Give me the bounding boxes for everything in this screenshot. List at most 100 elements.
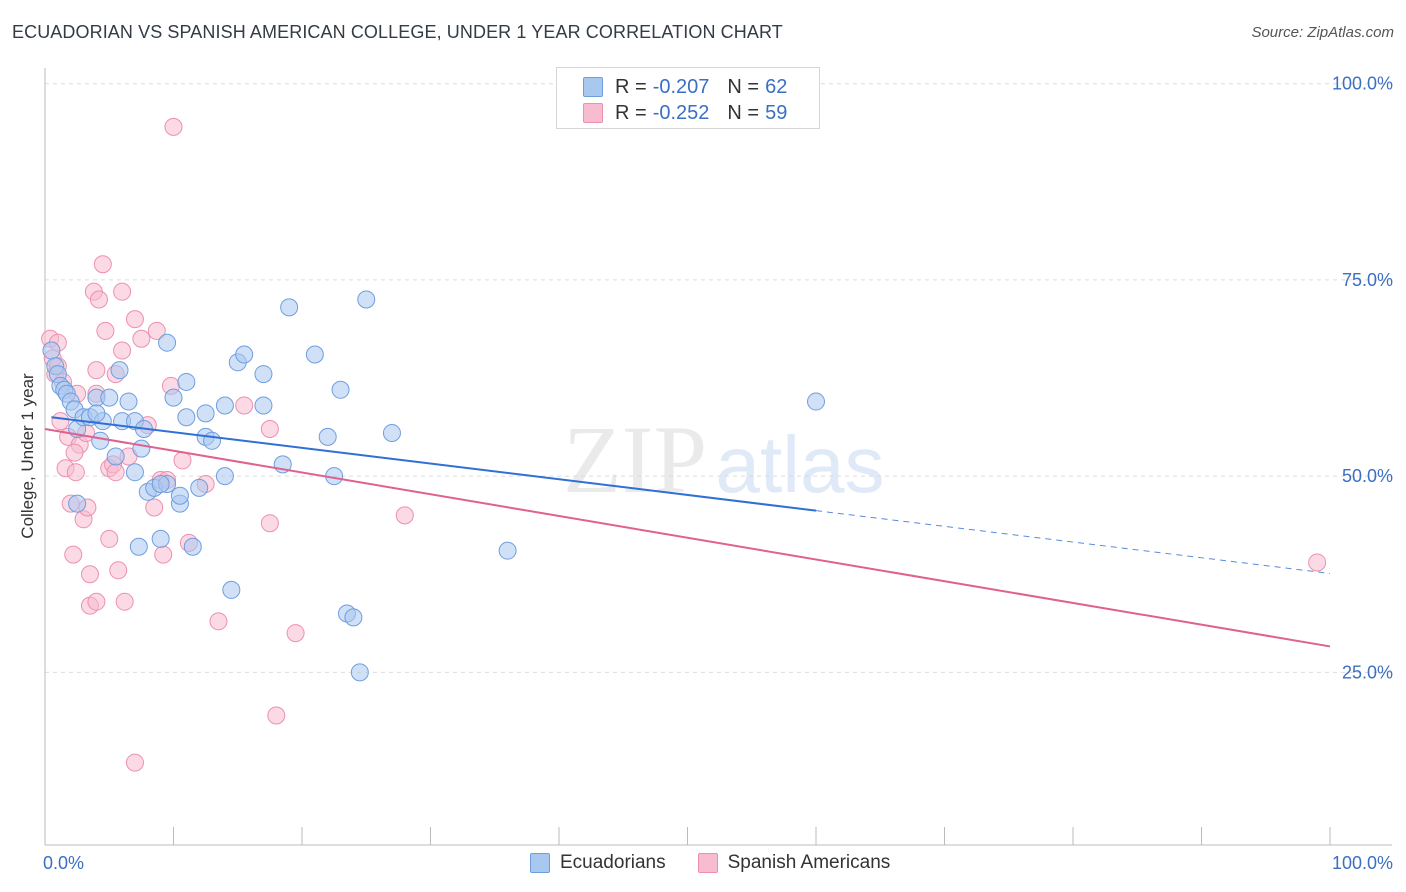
data-point [64,545,83,564]
data-point [222,580,241,599]
y-tick-label: 50.0% [1342,466,1393,486]
data-point [357,290,376,309]
data-point [115,592,134,611]
legend-row-ecuadorians: R = -0.207 N = 62 [583,74,787,100]
series-legend: Ecuadorians Spanish Americans [530,852,922,874]
data-point [305,345,324,364]
data-point [177,408,196,427]
tick-labels: 100.0% 75.0% 50.0% 25.0% 0.0% 100.0% [43,74,1393,873]
data-point [145,498,164,517]
legend-n-label: N = [727,101,760,124]
data-point [125,463,144,482]
x-tick-label: 100.0% [1332,853,1393,873]
data-point [113,282,132,301]
data-point [89,290,108,309]
legend-n-label: N = [727,75,760,98]
data-point [129,537,148,556]
data-point [158,333,177,352]
chart-title: ECUADORIAN VS SPANISH AMERICAN COLLEGE, … [12,22,783,42]
data-point [215,396,234,415]
x-tick-label: 0.0% [43,853,84,873]
data-point [1308,553,1327,572]
data-point [91,431,110,450]
data-point [318,427,337,446]
legend-r-value: -0.207 [652,75,710,98]
data-point [125,753,144,772]
data-point [87,361,106,380]
data-point [68,494,87,513]
stats-legend: R = -0.207 N = 62 R = -0.252 N = 59 [556,67,820,129]
legend-item-ecuadorians[interactable]: Ecuadorians [530,852,666,874]
data-point [350,663,369,682]
y-tick-label: 25.0% [1342,662,1393,682]
legend-swatch-blue [530,853,550,873]
legend-n-value: 59 [765,101,788,124]
legend-r-label: R = [615,75,647,98]
data-point [154,545,173,564]
data-point [125,310,144,329]
data-point [170,486,189,505]
data-point [382,423,401,442]
data-point [164,388,183,407]
trend-line-spanish-americans [44,428,1331,648]
data-point [100,388,119,407]
data-point [96,321,115,340]
legend-row-spanish-americans: R = -0.252 N = 59 [583,100,787,126]
data-point [260,514,279,533]
data-point [66,463,85,482]
watermark: ZIP atlas [563,406,884,513]
data-point [93,255,112,274]
data-point [203,431,222,450]
trend-line-ecuadorians [51,416,817,512]
y-tick-label: 100.0% [1332,74,1393,94]
data-point [87,404,106,423]
data-point [113,341,132,360]
data-point [147,321,166,340]
data-point [209,612,228,631]
data-point [100,529,119,548]
trend-line-ecuadorians-extension [815,510,1331,574]
source-note: Source: ZipAtlas.com [1251,24,1394,41]
y-tick-label: 75.0% [1342,270,1393,290]
y-axis-label: College, Under 1 year [18,373,37,539]
data-point [106,463,125,482]
watermark-atlas: atlas [716,420,885,509]
data-point [807,392,825,411]
legend-label: Ecuadorians [560,852,666,873]
data-point [395,506,414,525]
data-point [151,474,170,493]
legend-swatch-blue [583,77,603,97]
data-point [87,592,106,611]
data-point [151,529,170,548]
data-point [190,478,209,497]
data-point [260,420,279,439]
data-point [109,561,128,580]
gridlines [45,83,1392,673]
data-point [42,341,61,360]
data-point [344,608,363,627]
data-point [183,537,202,556]
legend-item-spanish-americans[interactable]: Spanish Americans [697,852,891,874]
data-point [106,447,125,466]
series-ecuadorians [42,290,825,682]
data-point [177,372,196,391]
legend-label: Spanish Americans [727,852,891,873]
data-point [215,467,234,486]
trend-lines [44,416,1331,648]
data-point [132,439,151,458]
legend-swatch-pink [583,103,603,123]
watermark-zip: ZIP [563,406,707,513]
data-point [331,380,350,399]
legend-swatch-pink [697,853,718,873]
data-point [235,345,254,364]
data-point [110,361,129,380]
data-point [267,706,286,725]
data-point [280,298,299,317]
data-point [196,404,215,423]
data-point [51,412,70,431]
data-point [173,451,192,470]
data-point [119,392,138,411]
data-point [498,541,517,560]
data-point [132,329,151,348]
